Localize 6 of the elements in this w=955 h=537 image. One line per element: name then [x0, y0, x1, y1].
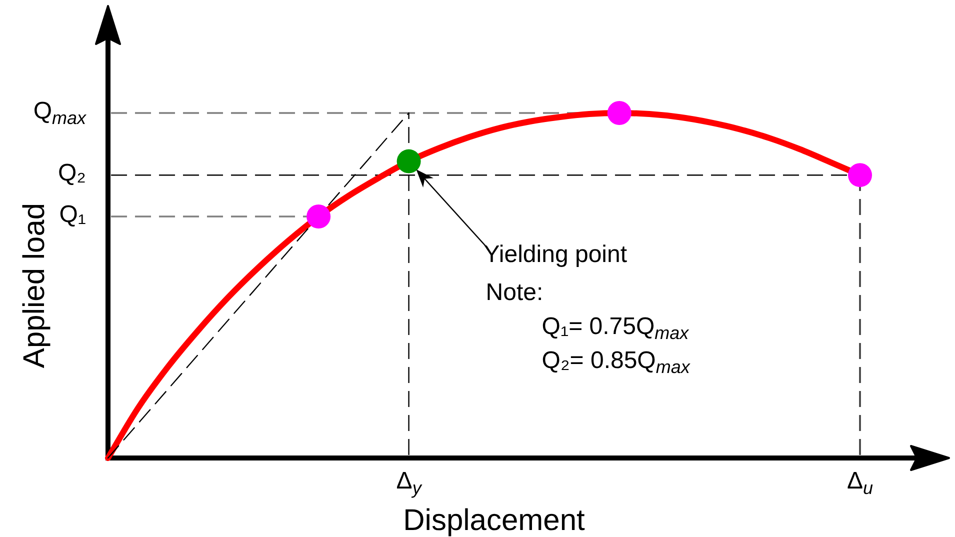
ref-line-label: Q₂	[58, 160, 86, 187]
annotation: Yielding point	[484, 240, 628, 268]
ref-line-label: Q₁	[59, 201, 86, 228]
y-axis-title: Applied load	[18, 202, 51, 368]
x-axis-title: Displacement	[403, 504, 586, 537]
annotation: Note:	[486, 278, 544, 306]
